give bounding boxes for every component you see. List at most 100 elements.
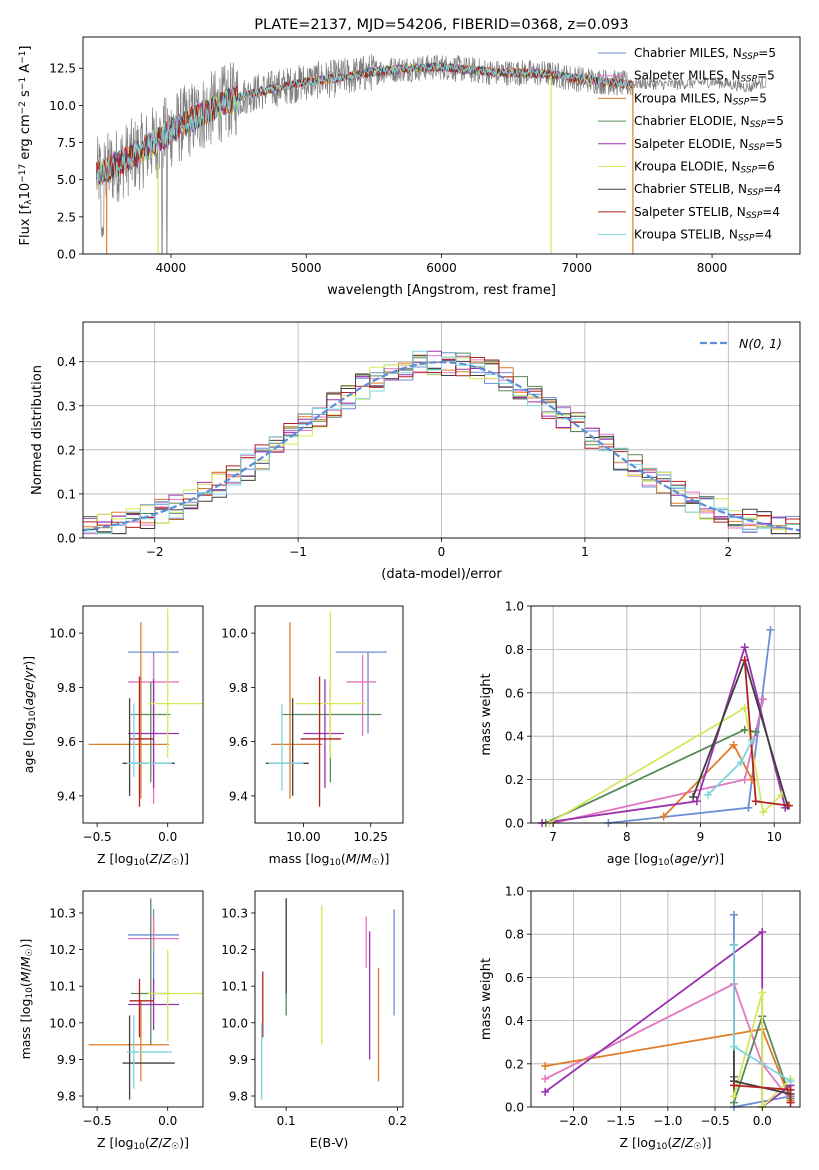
axes-frame — [530, 605, 801, 824]
weight-marker — [748, 736, 757, 745]
axes-frame — [82, 605, 204, 824]
y-tick-label: 10.0 — [221, 1016, 248, 1030]
weight-marker — [744, 803, 753, 812]
x-tick-label: 7000 — [562, 261, 593, 275]
y-tick-label: 9.8 — [229, 681, 248, 695]
histogram-series-5 — [83, 350, 800, 535]
panel-5: 7 8 9 10 0.0 0.2 0.4 0.6 0.8 1.0 age [log10(age/yr… — [479, 600, 801, 868]
weight-marker — [692, 797, 701, 806]
y-tick-label: 10.2 — [49, 943, 76, 957]
weight-marker — [758, 928, 767, 937]
weight-marker — [786, 1077, 795, 1086]
x-tick-label: 0.1 — [277, 1114, 296, 1128]
y-tick-label: 0.1 — [57, 487, 76, 501]
legend: Chabrier MILES, NSSP=5 Salpeter MILES, NS… — [598, 46, 784, 244]
weight-line-4 — [733, 1013, 792, 1103]
weight-marker — [541, 1061, 550, 1070]
plot-area — [541, 910, 795, 1111]
weight-marker — [729, 1042, 738, 1051]
y-tick-label: 9.6 — [229, 735, 248, 749]
y-tick-label: 0.6 — [505, 686, 524, 700]
x-axis-label: (data-model)/error — [381, 567, 502, 582]
x-tick-label: −1.5 — [606, 1114, 635, 1128]
y-axis-label: Normed distribution — [30, 365, 45, 495]
legend-label: Chabrier STELIB, NSSP=4 — [634, 182, 781, 198]
x-tick-label: 2 — [724, 545, 732, 559]
x-tick-label: 8 — [623, 830, 631, 844]
x-tick-label: 0 — [438, 545, 446, 559]
y-tick-label: 0.0 — [505, 817, 524, 831]
y-tick-label: 10.0 — [221, 627, 248, 641]
panel-1: 4000 5000 6000 7000 8000 0.0 2.5 5.0 7.5 10.0 12.5… — [18, 17, 801, 298]
plot-area — [261, 898, 395, 1100]
weight-marker — [740, 775, 749, 784]
legend-label: N(0, 1) — [739, 336, 782, 351]
x-tick-label: 10 — [767, 830, 782, 844]
y-axis-label: mass weight — [479, 673, 494, 755]
y-tick-label: 0.0 — [505, 1101, 524, 1115]
weight-marker — [740, 643, 749, 652]
weight-marker — [729, 941, 738, 949]
y-tick-label: 9.8 — [57, 681, 76, 695]
weight-marker — [689, 792, 698, 801]
weight-marker — [786, 1085, 795, 1094]
x-tick-label: −2.0 — [559, 1114, 588, 1128]
y-tick-label: 9.4 — [57, 789, 76, 803]
x-tick-label: 0.0 — [158, 1114, 177, 1128]
y-tick-label: 9.8 — [57, 1090, 76, 1104]
x-axis-label: Z [log10(Z/Z☉)] — [97, 1135, 189, 1152]
x-tick-label: 0.0 — [158, 830, 177, 844]
weight-marker — [703, 790, 712, 799]
y-tick-label: 10.3 — [49, 906, 76, 920]
weight-marker — [729, 740, 738, 749]
weight-marker — [766, 625, 775, 634]
weight-line-2 — [544, 982, 792, 1102]
axes-frame — [254, 890, 404, 1108]
plot-area — [88, 898, 203, 1100]
y-axis-label: mass [log10(M/M☉)] — [18, 939, 35, 1060]
weight-marker — [541, 1087, 550, 1096]
plot-area — [265, 611, 387, 807]
plot-area — [96, 54, 767, 254]
x-tick-label: −0.5 — [83, 830, 112, 844]
y-tick-label: 1.0 — [505, 885, 524, 899]
y-tick-label: 10.1 — [49, 980, 76, 994]
weight-marker — [729, 1081, 738, 1090]
x-tick-label: 9 — [697, 830, 705, 844]
y-tick-label: 10.0 — [49, 1016, 76, 1030]
legend-label: Salpeter STELIB, NSSP=4 — [634, 205, 780, 221]
plot-area — [88, 608, 203, 807]
weight-marker — [737, 758, 746, 767]
x-axis-label: age [log10(age/yr)] — [607, 851, 724, 868]
y-tick-label: 5.0 — [57, 173, 76, 187]
chart-title: PLATE=2137, MJD=54206, FIBERID=0368, z=0… — [254, 17, 628, 33]
y-tick-label: 0.4 — [505, 730, 524, 744]
x-axis-label: Z [log10(Z/Z☉)] — [619, 1135, 711, 1152]
legend-label: Kroupa STELIB, NSSP=4 — [634, 228, 772, 244]
legend-label: Kroupa MILES, NSSP=5 — [634, 91, 767, 107]
weight-marker — [740, 703, 749, 712]
y-tick-label: 1.0 — [505, 600, 524, 614]
x-tick-label: −1 — [289, 545, 307, 559]
x-axis-label: Z [log10(Z/Z☉)] — [97, 851, 189, 868]
y-tick-label: 0.8 — [505, 643, 524, 657]
y-tick-label: 0.8 — [505, 928, 524, 942]
legend-label: Salpeter ELODIE, NSSP=5 — [634, 137, 783, 153]
x-axis-label: E(B-V) — [310, 1135, 349, 1150]
legend-label: Kroupa ELODIE, NSSP=6 — [634, 160, 775, 176]
model-line-9 — [96, 61, 634, 182]
weight-marker — [740, 656, 749, 665]
y-axis-label: age [log10(age/yr)] — [21, 656, 38, 773]
weight-marker — [740, 725, 749, 734]
weight-marker — [541, 1074, 550, 1083]
weight-marker — [784, 801, 793, 810]
x-tick-label: 10.25 — [354, 830, 388, 844]
weight-line-6 — [733, 992, 792, 1110]
y-tick-label: 9.6 — [57, 735, 76, 749]
data-spectrum-extension — [633, 75, 767, 93]
x-tick-label: 5000 — [291, 261, 322, 275]
y-tick-label: 0.0 — [57, 248, 76, 262]
x-tick-label: −1.0 — [653, 1114, 682, 1128]
x-tick-label: 10.00 — [286, 830, 320, 844]
